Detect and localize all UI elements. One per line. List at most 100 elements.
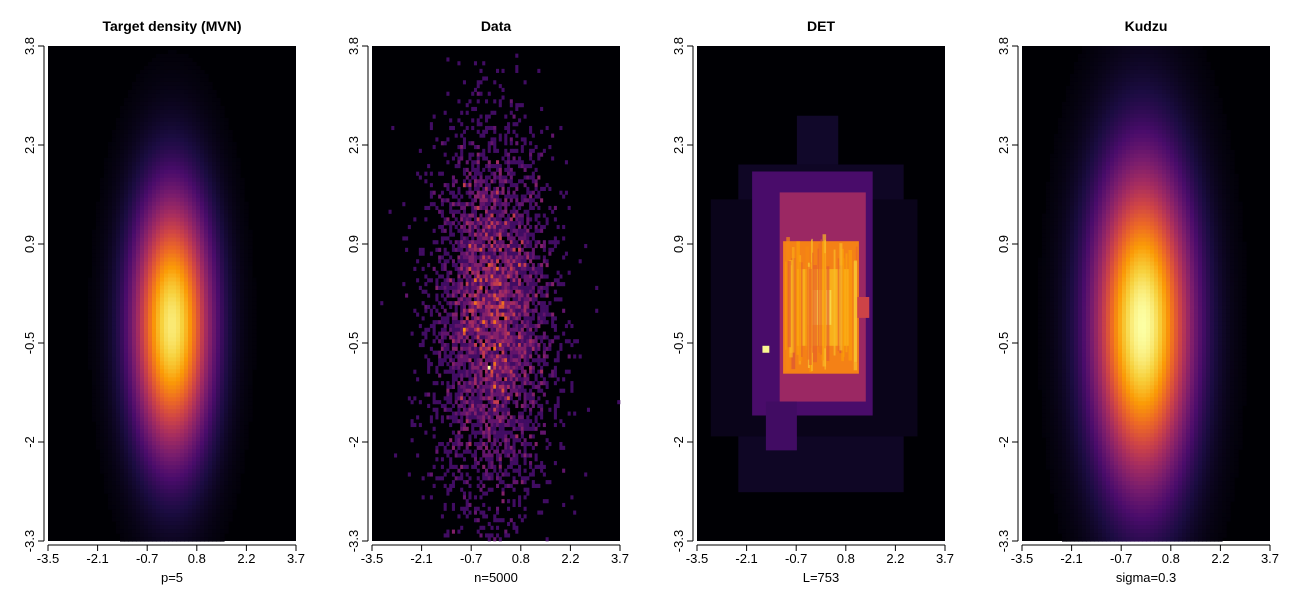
heatmap-cell xyxy=(224,153,229,159)
heatmap-cell xyxy=(104,365,109,370)
heatmap-cell xyxy=(120,481,125,486)
heatmap-cell xyxy=(156,161,161,167)
heatmap-cell xyxy=(216,137,221,143)
heatmap-cell xyxy=(180,117,185,123)
histogram-cell xyxy=(451,179,455,184)
heatmap-cell xyxy=(172,397,177,402)
heatmap-cell xyxy=(236,425,241,430)
heatmap-cell xyxy=(196,249,201,255)
histogram-cell xyxy=(451,194,455,199)
heatmap-cell xyxy=(96,341,101,346)
heatmap-cell xyxy=(168,513,173,518)
heatmap-cell xyxy=(188,141,193,147)
heatmap-cell xyxy=(164,309,169,315)
heatmap-cell xyxy=(176,233,181,239)
heatmap-cell xyxy=(140,409,145,414)
heatmap-cell xyxy=(116,325,121,331)
heatmap-cell xyxy=(100,453,105,458)
histogram-cell xyxy=(476,122,480,127)
heatmap-cell xyxy=(160,197,165,203)
heatmap-cell xyxy=(132,229,137,235)
heatmap-cell xyxy=(204,461,209,466)
heatmap-cell xyxy=(104,249,109,255)
heatmap-cell xyxy=(120,393,125,398)
heatmap-cell xyxy=(136,105,141,111)
heatmap-cell xyxy=(132,525,137,530)
heatmap-cell xyxy=(180,533,185,538)
heatmap-cell xyxy=(228,325,233,331)
heatmap-cell xyxy=(136,429,141,434)
heatmap-cell xyxy=(224,341,229,346)
heatmap-cell xyxy=(104,205,109,211)
heatmap-cell xyxy=(244,401,249,406)
heatmap-cell xyxy=(208,461,213,466)
heatmap-cell xyxy=(244,309,249,315)
heatmap-cell xyxy=(192,73,197,79)
heatmap-cell xyxy=(192,165,197,171)
heatmap-cell xyxy=(248,417,253,422)
heatmap-cell xyxy=(212,289,217,295)
heatmap-cell xyxy=(136,153,141,159)
heatmap-cell xyxy=(156,373,161,378)
heatmap-cell xyxy=(180,209,185,215)
heatmap-cell xyxy=(208,93,213,99)
heatmap-cell xyxy=(152,361,157,366)
heatmap-cell xyxy=(232,149,237,155)
heatmap-cell xyxy=(96,301,101,307)
heatmap-cell xyxy=(88,361,93,366)
heatmap-cell xyxy=(140,173,145,179)
heatmap-cell xyxy=(132,461,137,466)
heatmap-cell xyxy=(168,165,173,171)
heatmap-cell xyxy=(192,209,197,215)
heatmap-cell xyxy=(220,357,225,362)
heatmap-cell xyxy=(236,477,241,482)
heatmap-cell xyxy=(208,221,213,227)
heatmap-cell xyxy=(160,425,165,430)
heatmap-cell xyxy=(156,425,161,430)
heatmap-cell xyxy=(148,521,153,526)
heatmap-cell xyxy=(156,497,161,502)
heatmap-cell xyxy=(232,245,237,251)
heatmap-cell xyxy=(124,469,129,474)
histogram-cell xyxy=(487,232,491,237)
heatmap-cell xyxy=(148,253,153,259)
heatmap-cell xyxy=(200,133,205,139)
heatmap-cell xyxy=(128,305,133,311)
heatmap-cell xyxy=(248,265,253,271)
heatmap-cell xyxy=(116,341,121,346)
heatmap-cell xyxy=(184,265,189,271)
heatmap-cell xyxy=(116,393,121,398)
histogram-cell xyxy=(479,221,483,226)
heatmap-cell xyxy=(216,465,221,470)
heatmap-cell xyxy=(200,125,205,131)
heatmap-cell xyxy=(108,213,113,219)
histogram-cell xyxy=(501,228,505,233)
heatmap-cell xyxy=(148,189,153,195)
heatmap-cell xyxy=(116,409,121,414)
heatmap-cell xyxy=(168,405,173,410)
x-tick-label: -2.1 xyxy=(86,551,108,566)
heatmap-cell xyxy=(212,125,217,131)
heatmap-cell xyxy=(176,437,181,442)
heatmap-cell xyxy=(168,389,173,394)
heatmap-cell xyxy=(204,405,209,410)
heatmap-cell xyxy=(144,385,149,390)
heatmap-cell xyxy=(240,333,245,339)
heatmap-cell xyxy=(196,337,201,342)
heatmap-cell xyxy=(188,449,193,454)
heatmap-cell xyxy=(156,173,161,179)
heatmap-cell xyxy=(232,289,237,295)
heatmap-cell xyxy=(168,533,173,538)
heatmap-cell xyxy=(200,489,205,494)
heatmap-cell xyxy=(184,433,189,438)
heatmap-cell xyxy=(208,377,213,382)
heatmap-cell xyxy=(168,137,173,143)
heatmap-cell xyxy=(176,477,181,482)
heatmap-cell xyxy=(140,477,145,482)
heatmap-cell xyxy=(228,465,233,470)
heatmap-cell xyxy=(168,161,173,167)
heatmap-cell xyxy=(248,241,253,247)
heatmap-cell xyxy=(172,249,177,255)
heatmap-cell xyxy=(108,189,113,195)
heatmap-cell xyxy=(196,77,201,83)
